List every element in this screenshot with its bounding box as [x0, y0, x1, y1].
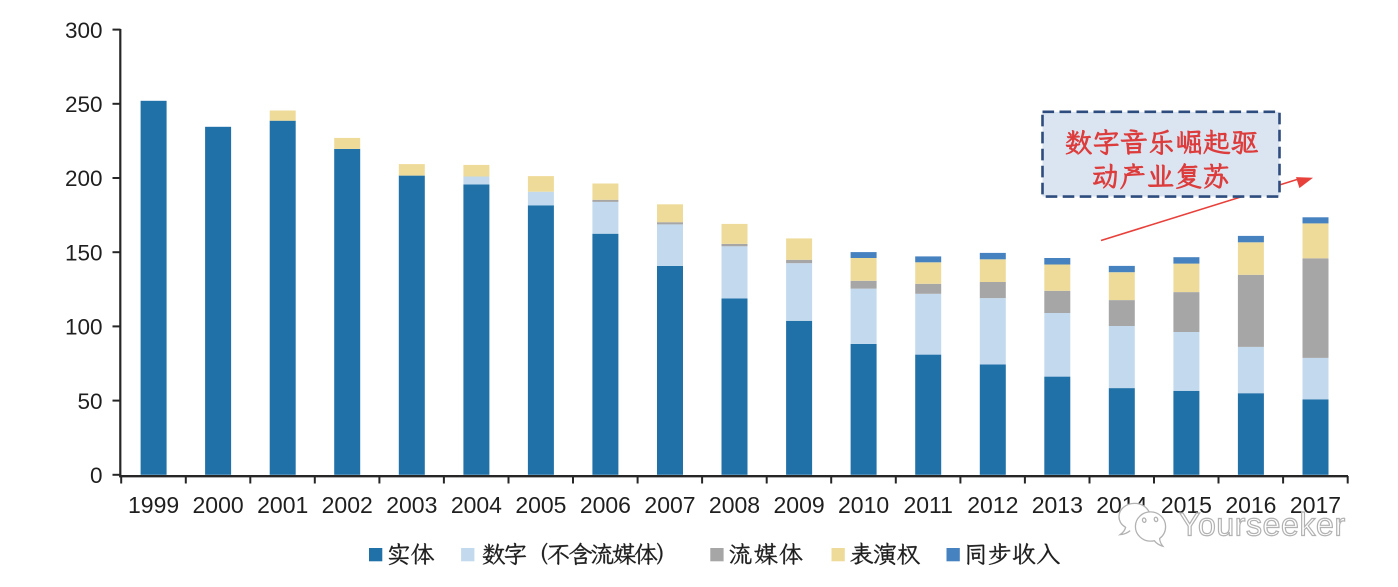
svg-text:2005: 2005 — [515, 492, 566, 518]
svg-text:100: 100 — [65, 315, 103, 340]
svg-text:2011: 2011 — [903, 492, 952, 518]
svg-text:2009: 2009 — [774, 492, 825, 518]
svg-text:2016: 2016 — [1225, 492, 1276, 518]
svg-text:150: 150 — [65, 240, 103, 265]
svg-text:50: 50 — [77, 389, 102, 414]
svg-text:Yourseeker: Yourseeker — [1179, 507, 1346, 543]
svg-text:1999: 1999 — [128, 492, 179, 518]
svg-text:2004: 2004 — [451, 492, 502, 518]
svg-text:0: 0 — [90, 463, 103, 488]
svg-text:2013: 2013 — [1032, 492, 1083, 518]
svg-text:2003: 2003 — [386, 492, 437, 518]
svg-text:2000: 2000 — [193, 492, 244, 518]
svg-text:2006: 2006 — [580, 492, 631, 518]
svg-text:300: 300 — [65, 18, 103, 43]
svg-text:2017: 2017 — [1290, 492, 1341, 518]
svg-text:2001: 2001 — [257, 492, 308, 518]
svg-text:2010: 2010 — [838, 492, 889, 518]
svg-text:2008: 2008 — [709, 492, 760, 518]
svg-text:2012: 2012 — [967, 492, 1018, 518]
svg-text:2007: 2007 — [644, 492, 695, 518]
svg-text:2015: 2015 — [1161, 492, 1212, 518]
svg-text:250: 250 — [65, 92, 103, 117]
svg-text:2002: 2002 — [322, 492, 373, 518]
svg-text:200: 200 — [65, 166, 103, 191]
